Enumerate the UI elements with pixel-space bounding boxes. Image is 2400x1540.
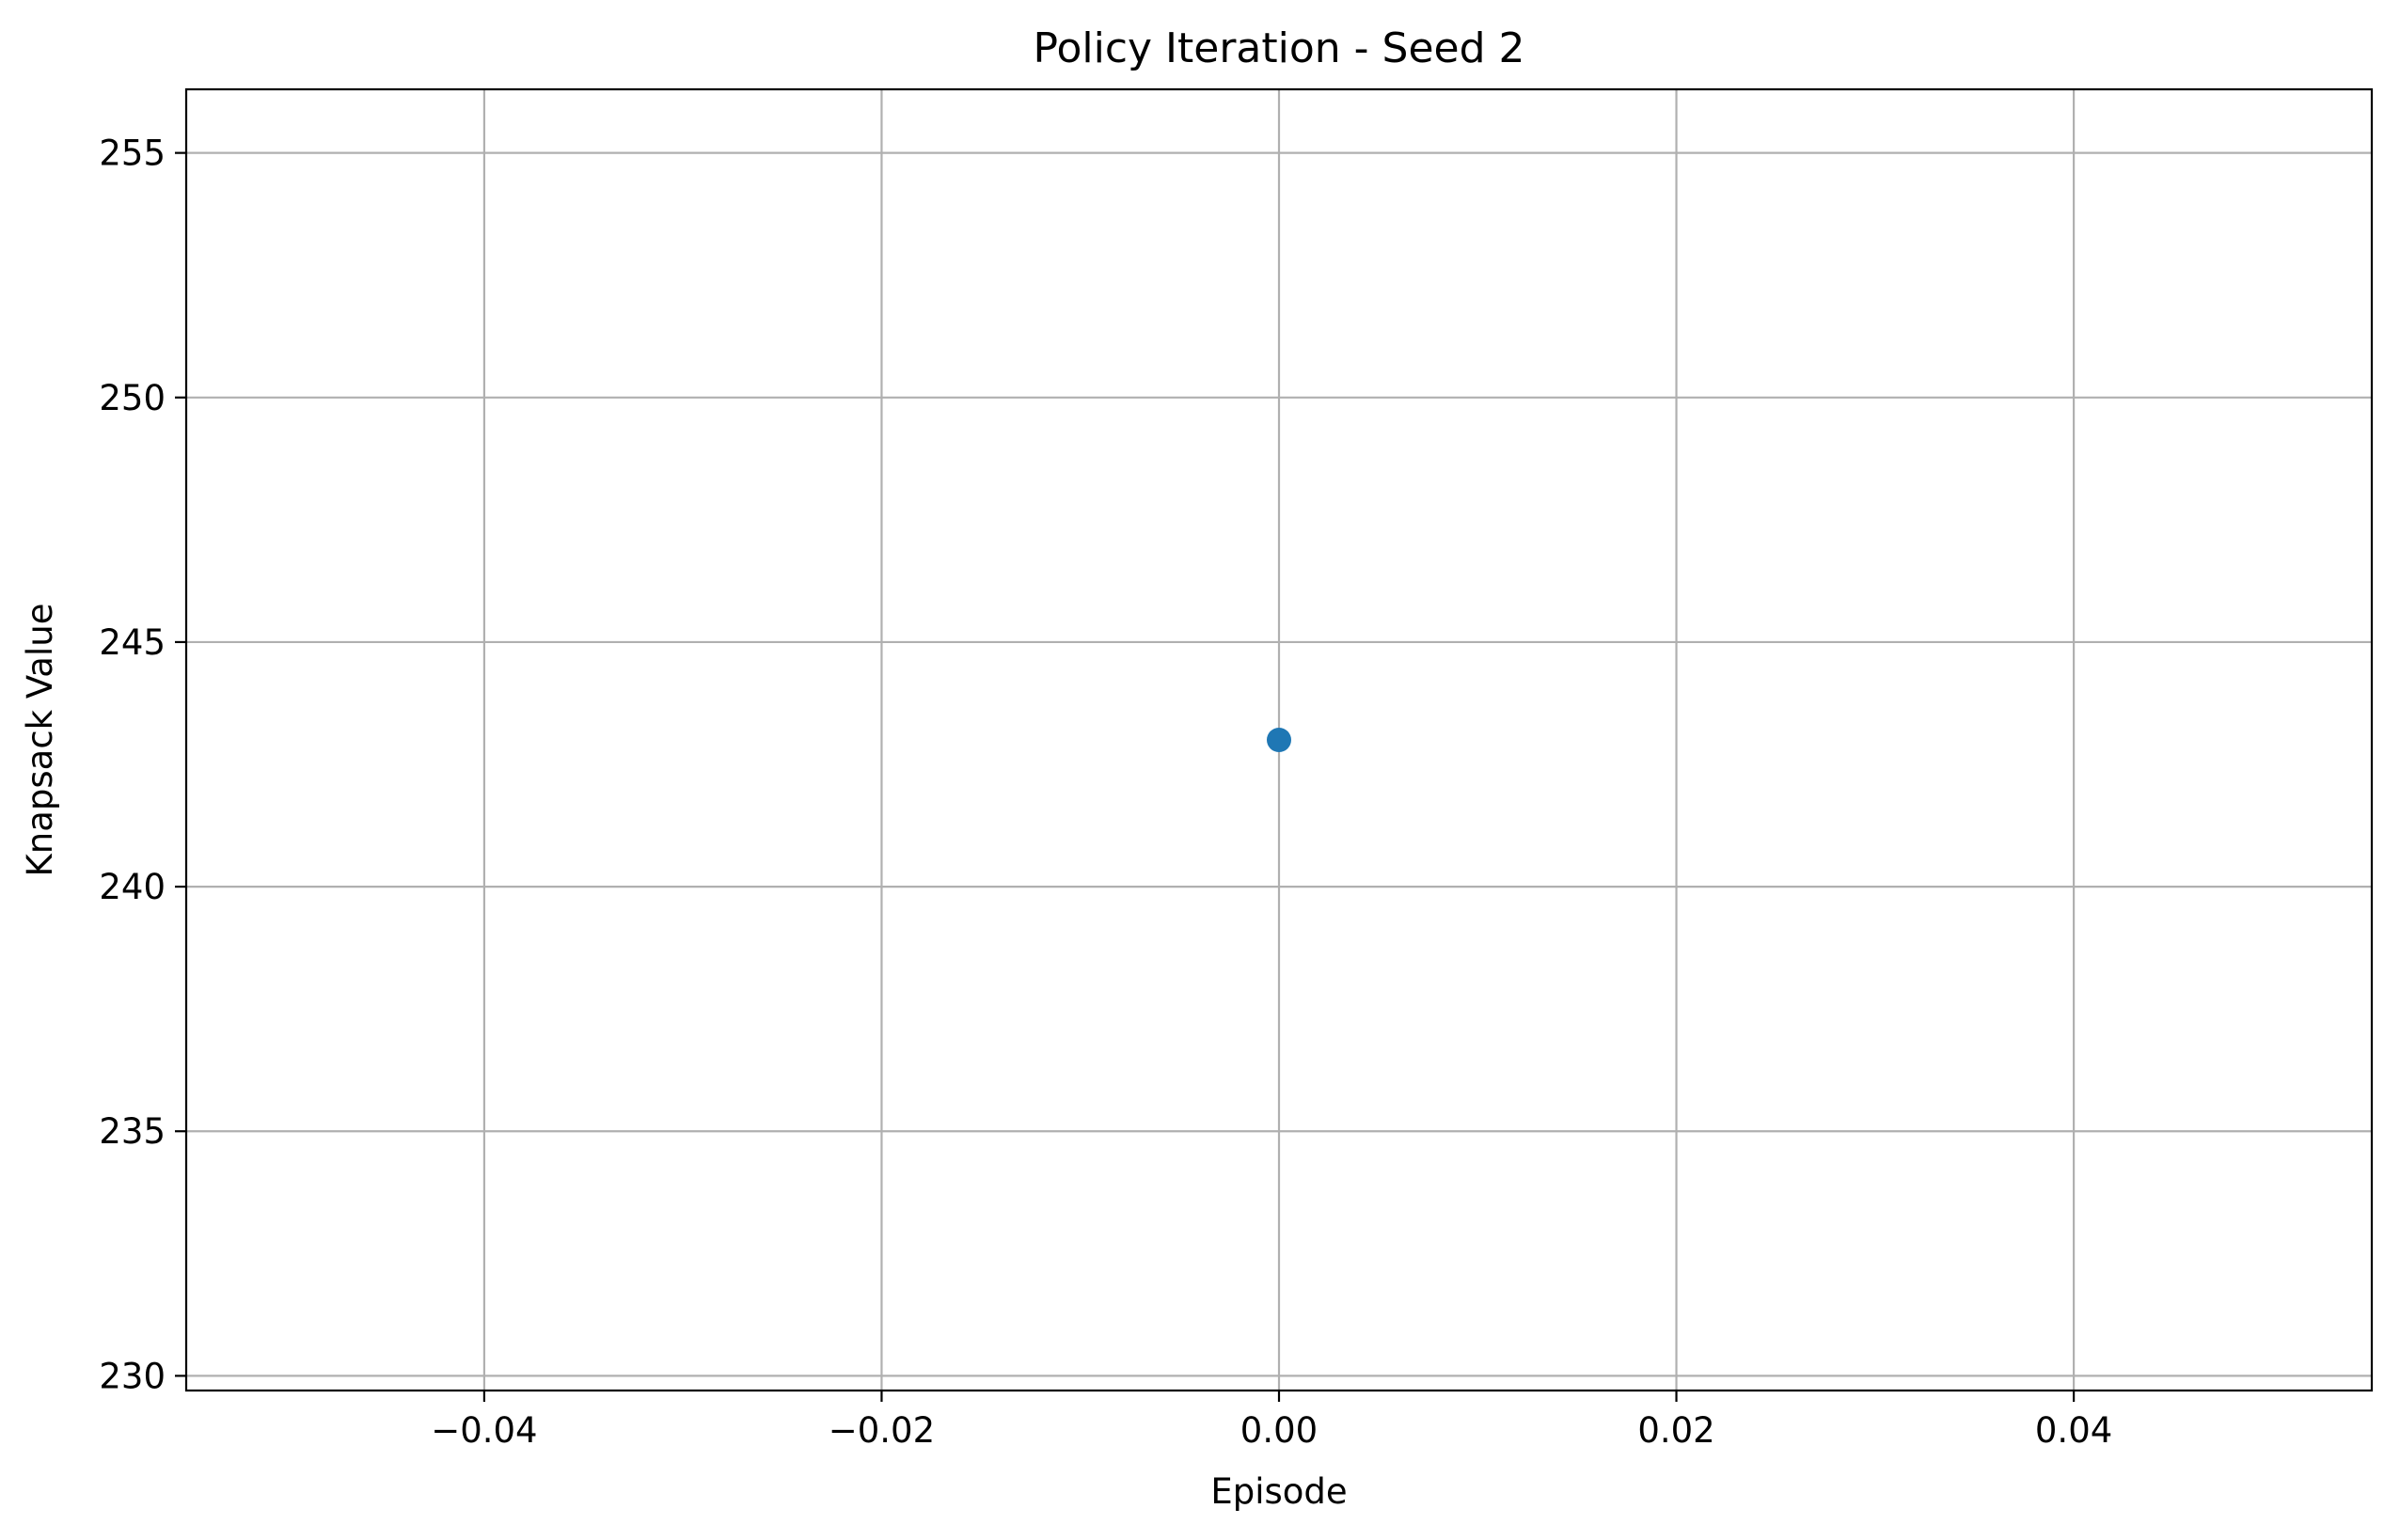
grid — [186, 89, 2372, 1391]
y-tick-label: 250 — [99, 378, 166, 418]
y-tick-label: 240 — [99, 867, 166, 907]
x-tick-label: −0.02 — [829, 1410, 935, 1451]
chart-title: Policy Iteration - Seed 2 — [1033, 24, 1524, 72]
y-axis-ticks: 230 235 240 245 250 255 — [99, 134, 186, 1396]
x-tick-label: 0.04 — [2035, 1410, 2112, 1451]
x-tick-label: 0.02 — [1637, 1410, 1714, 1451]
x-tick-label: 0.00 — [1240, 1410, 1318, 1451]
y-tick-label: 235 — [99, 1111, 166, 1152]
x-tick-label: −0.04 — [431, 1410, 537, 1451]
y-tick-label: 245 — [99, 622, 166, 663]
x-axis-ticks: −0.04 −0.02 0.00 0.02 0.04 — [431, 1391, 2112, 1451]
data-point — [1267, 728, 1291, 752]
y-axis-label: Knapsack Value — [20, 604, 60, 877]
x-axis-label: Episode — [1210, 1471, 1347, 1512]
y-tick-label: 255 — [99, 134, 166, 174]
y-tick-label: 230 — [99, 1356, 166, 1396]
data-points — [1267, 728, 1291, 752]
